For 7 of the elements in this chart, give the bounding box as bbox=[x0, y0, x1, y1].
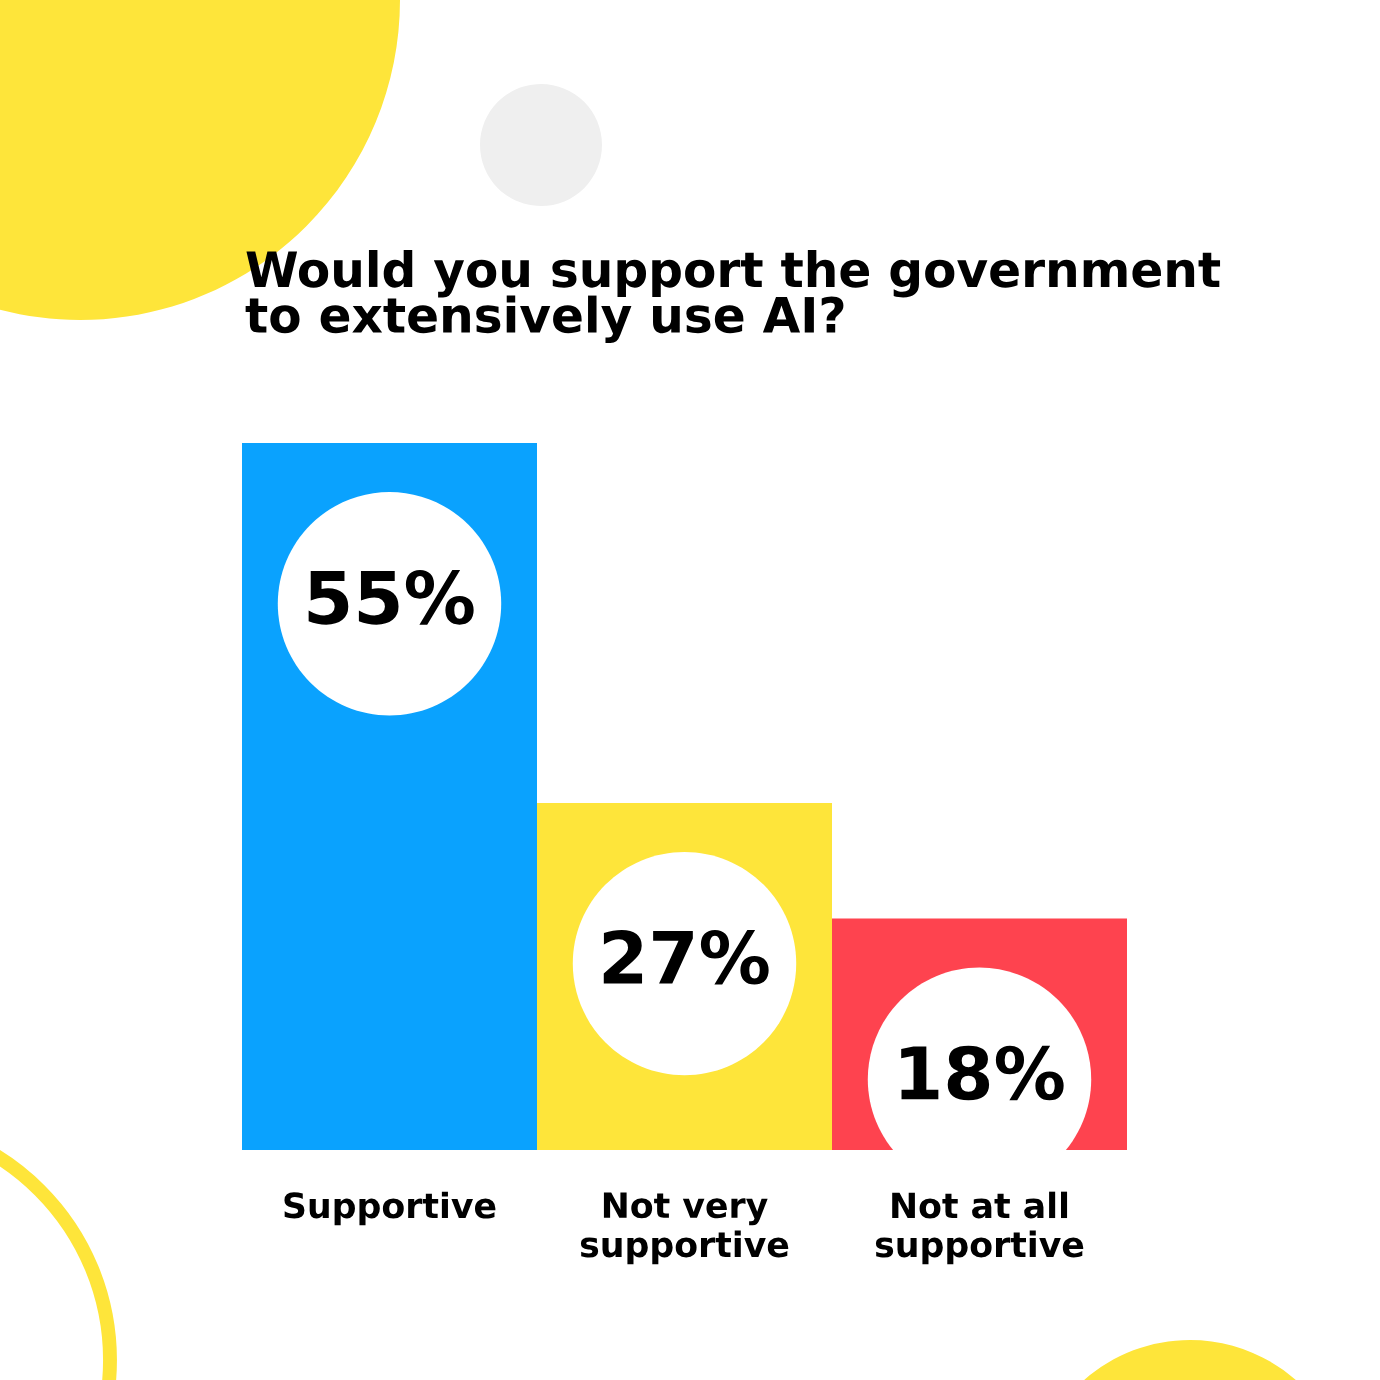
chart-title: Would you support the government to extensively use AI? bbox=[245, 250, 1221, 344]
data-label: 55% bbox=[308, 570, 474, 625]
x-tick-label: Not very supportive bbox=[580, 1192, 789, 1265]
data-label: 18% bbox=[901, 1045, 1064, 1101]
data-label: 27% bbox=[603, 929, 769, 985]
x-tick-label: Supportive bbox=[284, 1191, 496, 1226]
x-tick-label: Not at all supportive bbox=[875, 1191, 1084, 1265]
